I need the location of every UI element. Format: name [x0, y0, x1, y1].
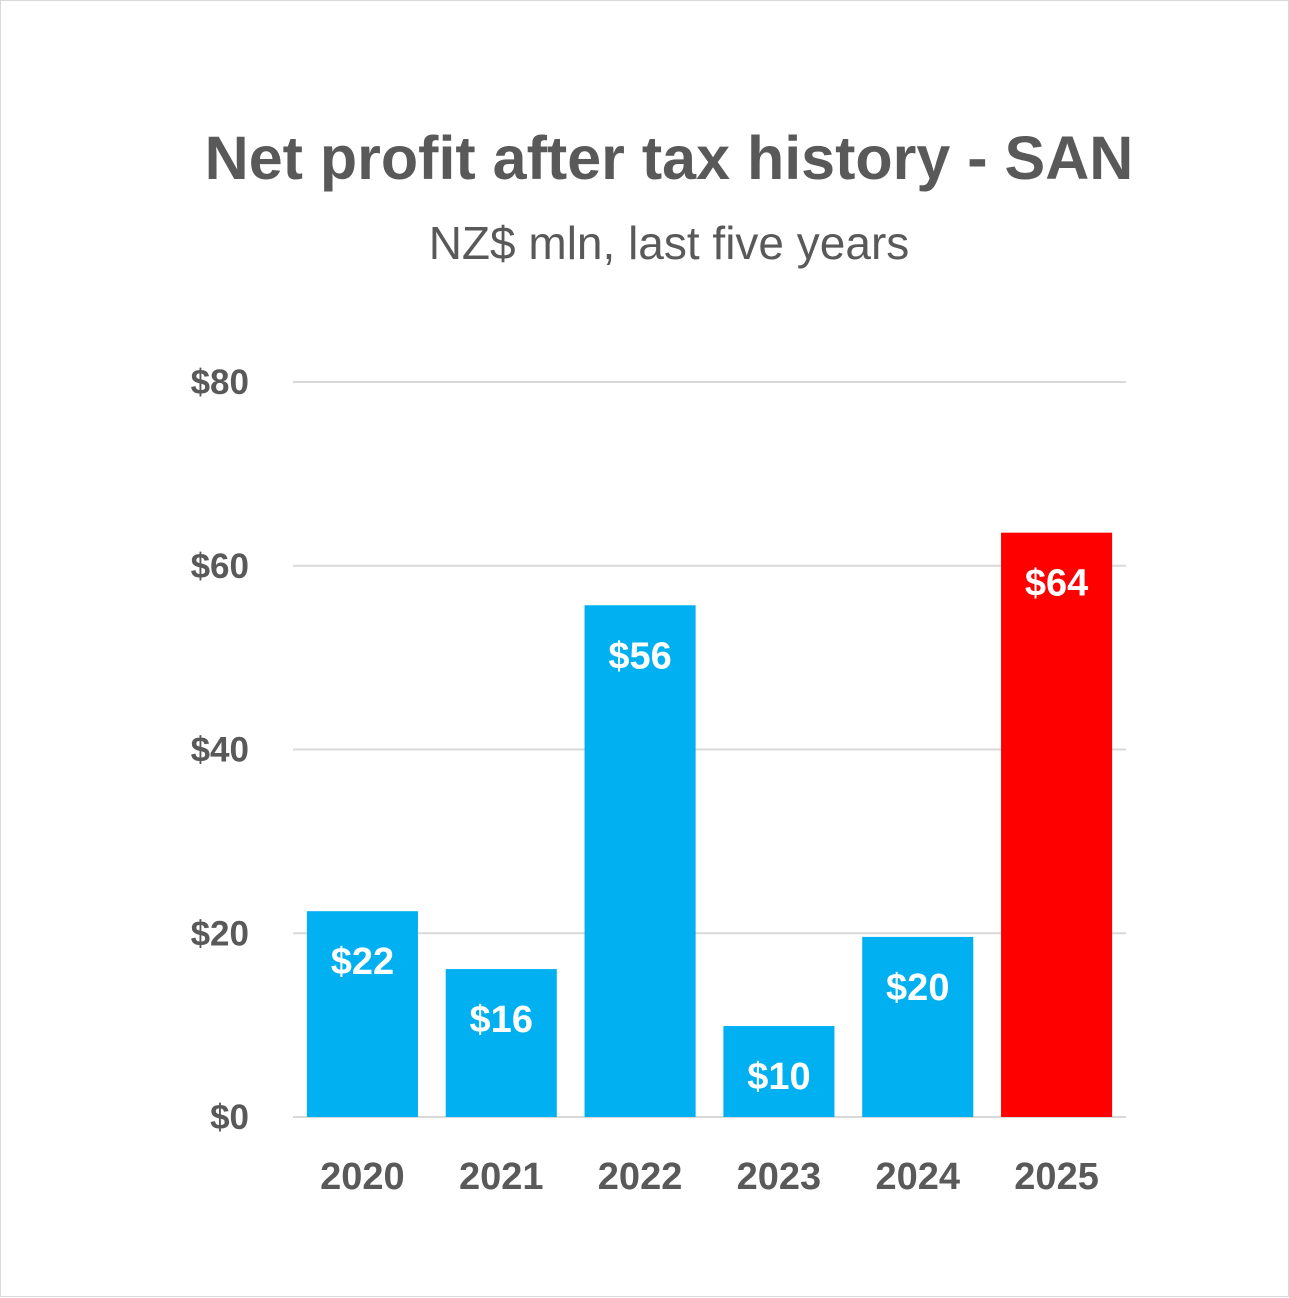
- bar-value-label-2020: $22: [331, 941, 394, 983]
- bar-value-label-2021: $16: [470, 999, 533, 1041]
- category-label-2025: 2025: [1014, 1156, 1099, 1198]
- bar-value-label-2024: $20: [886, 967, 949, 1009]
- category-label-2023: 2023: [737, 1156, 822, 1198]
- y-tick-label: $20: [191, 914, 249, 953]
- chart-subtitle: NZ$ mln, last five years: [429, 217, 910, 269]
- gridlines: [293, 381, 1126, 1118]
- bar-value-label-2025: $64: [1025, 563, 1088, 605]
- bar-2025: [1001, 532, 1113, 1117]
- bar-2022: [584, 605, 696, 1117]
- category-label-2020: 2020: [320, 1156, 405, 1198]
- y-tick-label: $40: [191, 731, 249, 770]
- category-label-2022: 2022: [598, 1156, 683, 1198]
- bar-2020: [306, 911, 418, 1117]
- x-axis-categories: 2020 2021 2022 2023 2024 2025: [320, 1156, 1099, 1198]
- category-label-2021: 2021: [459, 1156, 544, 1198]
- bar-2024: [862, 936, 974, 1117]
- bar-value-label-2023: $10: [747, 1056, 810, 1098]
- y-tick-label: $80: [191, 363, 249, 402]
- category-label-2024: 2024: [875, 1156, 960, 1198]
- bar-value-label-2022: $56: [608, 635, 671, 677]
- y-tick-label: $0: [210, 1098, 249, 1137]
- bar-2021: [445, 969, 557, 1117]
- chart-title: Net profit after tax history - SAN: [205, 124, 1134, 192]
- bars: [306, 532, 1113, 1117]
- y-axis-ticks: $0 $20 $40 $60 $80: [191, 363, 249, 1137]
- bar-2023: [723, 1026, 835, 1117]
- y-tick-label: $60: [191, 547, 249, 586]
- bar-value-labels: $22 $16 $56 $10 $20 $64: [331, 563, 1089, 1098]
